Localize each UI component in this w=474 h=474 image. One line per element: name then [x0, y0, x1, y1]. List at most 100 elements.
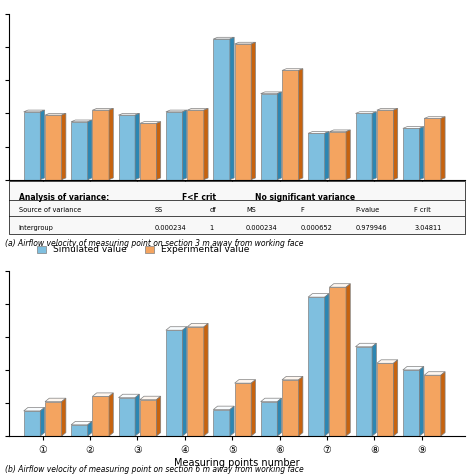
Polygon shape [261, 94, 277, 180]
X-axis label: Measuring points number: Measuring points number [174, 458, 300, 468]
Polygon shape [299, 376, 303, 436]
Polygon shape [308, 293, 329, 297]
Legend: Simulated value, Experimental value: Simulated value, Experimental value [37, 246, 249, 255]
Polygon shape [40, 110, 45, 180]
Polygon shape [419, 127, 424, 180]
Polygon shape [109, 393, 113, 436]
Polygon shape [282, 380, 299, 436]
Polygon shape [92, 109, 113, 110]
Text: (b) Airflow velocity of measuring point on section 6 m away from working face: (b) Airflow velocity of measuring point … [5, 465, 303, 474]
Polygon shape [329, 287, 346, 436]
Polygon shape [88, 120, 92, 180]
Polygon shape [92, 110, 109, 180]
Polygon shape [419, 366, 424, 436]
Polygon shape [346, 284, 350, 436]
Polygon shape [140, 123, 156, 180]
Polygon shape [424, 118, 441, 180]
Polygon shape [403, 366, 424, 370]
Polygon shape [261, 401, 277, 436]
Polygon shape [261, 92, 282, 94]
Polygon shape [187, 327, 204, 436]
Polygon shape [92, 396, 109, 436]
Polygon shape [325, 293, 329, 436]
Polygon shape [251, 380, 255, 436]
Polygon shape [166, 327, 187, 330]
Polygon shape [403, 370, 419, 436]
Polygon shape [329, 132, 346, 180]
Polygon shape [377, 363, 393, 436]
Polygon shape [282, 69, 303, 71]
Polygon shape [441, 117, 445, 180]
Polygon shape [71, 122, 88, 180]
Polygon shape [393, 360, 398, 436]
Polygon shape [166, 112, 182, 180]
Polygon shape [308, 133, 325, 180]
Polygon shape [45, 401, 62, 436]
Polygon shape [71, 425, 88, 436]
Polygon shape [92, 393, 113, 396]
Polygon shape [24, 411, 40, 436]
Polygon shape [88, 421, 92, 436]
Polygon shape [377, 360, 398, 363]
Polygon shape [346, 130, 350, 180]
Polygon shape [441, 372, 445, 436]
Polygon shape [213, 37, 234, 39]
Polygon shape [356, 347, 372, 436]
Polygon shape [235, 42, 255, 44]
Polygon shape [282, 376, 303, 380]
Polygon shape [204, 323, 208, 436]
Polygon shape [140, 400, 156, 436]
Polygon shape [45, 115, 62, 180]
Polygon shape [356, 113, 372, 180]
Polygon shape [213, 39, 230, 180]
Polygon shape [299, 69, 303, 180]
Polygon shape [235, 383, 251, 436]
Polygon shape [424, 372, 445, 375]
Polygon shape [140, 122, 161, 123]
Polygon shape [109, 109, 113, 180]
Polygon shape [182, 327, 187, 436]
Polygon shape [329, 284, 350, 287]
Polygon shape [187, 110, 204, 180]
Polygon shape [372, 112, 376, 180]
Polygon shape [277, 92, 282, 180]
Polygon shape [71, 120, 92, 122]
Polygon shape [251, 42, 255, 180]
Polygon shape [187, 323, 208, 327]
Polygon shape [213, 406, 234, 410]
Polygon shape [282, 71, 299, 180]
Polygon shape [356, 112, 376, 113]
Polygon shape [235, 44, 251, 180]
Polygon shape [24, 110, 45, 112]
Polygon shape [45, 398, 66, 401]
Polygon shape [62, 113, 66, 180]
Polygon shape [118, 398, 135, 436]
Polygon shape [261, 398, 282, 401]
Polygon shape [118, 394, 139, 398]
Polygon shape [235, 380, 255, 383]
Polygon shape [135, 394, 139, 436]
Polygon shape [403, 127, 424, 128]
Polygon shape [118, 113, 139, 115]
Polygon shape [166, 330, 182, 436]
Polygon shape [140, 396, 161, 400]
Polygon shape [372, 343, 376, 436]
Polygon shape [156, 122, 161, 180]
Polygon shape [230, 406, 234, 436]
Polygon shape [213, 410, 230, 436]
Polygon shape [325, 132, 329, 180]
Polygon shape [424, 117, 445, 118]
Polygon shape [403, 128, 419, 180]
Polygon shape [424, 375, 441, 436]
Polygon shape [24, 408, 45, 411]
Polygon shape [329, 130, 350, 132]
Polygon shape [356, 343, 376, 347]
Text: (a) Airflow velocity of measuring point on section 3 m away from working face: (a) Airflow velocity of measuring point … [5, 239, 303, 248]
Polygon shape [393, 109, 398, 180]
Polygon shape [135, 113, 139, 180]
Polygon shape [182, 110, 187, 180]
Polygon shape [71, 421, 92, 425]
Polygon shape [377, 109, 398, 110]
Polygon shape [377, 110, 393, 180]
Polygon shape [45, 113, 66, 115]
